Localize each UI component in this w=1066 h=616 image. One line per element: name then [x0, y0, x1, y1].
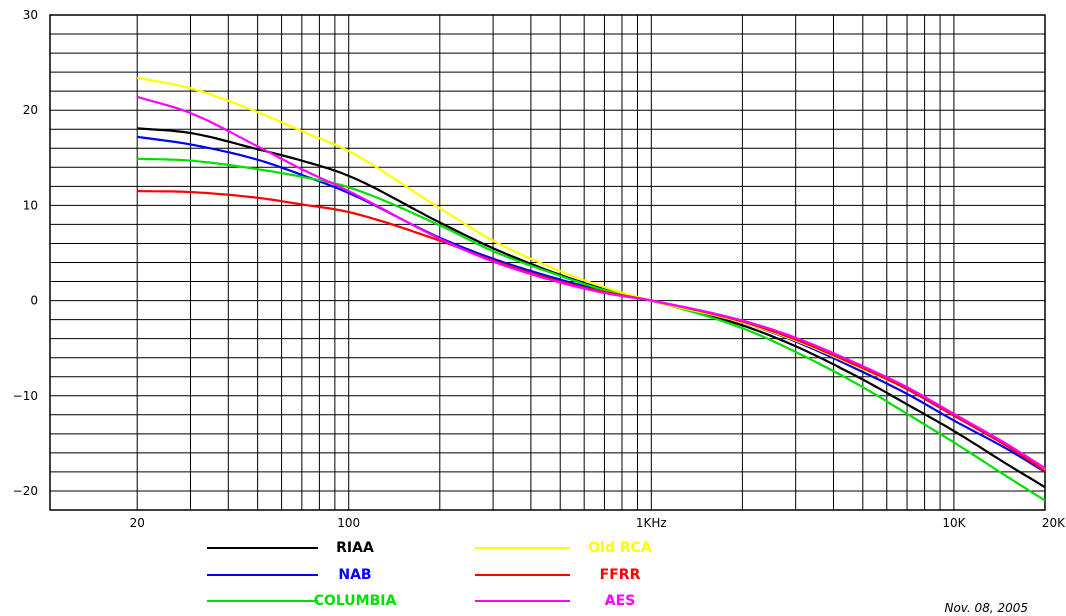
legend-label: NAB [338, 567, 371, 583]
y-tick-label: 0 [30, 294, 38, 308]
date-stamp: Nov. 08, 2005 [944, 601, 1028, 615]
y-tick-label: 10 [23, 198, 38, 212]
legend-item-aes: AES [475, 593, 635, 609]
plot-grid [50, 14, 1046, 511]
y-tick-label: 20 [23, 103, 38, 117]
legend-item-riaa: RIAA [207, 540, 374, 556]
legend-label: AES [605, 593, 635, 609]
legend-item-columbia: COLUMBIA [207, 593, 396, 609]
x-tick-label: 10K [942, 516, 966, 530]
y-tick-label: −20 [13, 484, 38, 498]
legend-item-ffrr: FFRR [475, 567, 641, 583]
x-tick-label: 1KHz [636, 516, 667, 530]
series-line-old-rca [136, 76, 1046, 471]
plot-frame [49, 14, 1046, 511]
legend: RIAA NAB COLUMBIA Old RCA FFRR AES [207, 540, 652, 609]
series-line-nab [137, 135, 1046, 473]
x-tick-label: 20 [130, 516, 145, 530]
series-line-columbia [137, 157, 1046, 502]
series-line-aes [136, 95, 1046, 470]
x-tick-label: 100 [337, 516, 360, 530]
series-line-ffrr [137, 190, 1046, 472]
y-tick-labels: 30 20 10 0 −10 −20 [13, 8, 38, 498]
y-tick-label: 30 [23, 8, 38, 22]
plot-border [49, 14, 1046, 511]
legend-label: Old RCA [588, 540, 652, 556]
x-tick-labels: 20 100 1KHz 10K 20K [130, 516, 1066, 530]
legend-item-nab: NAB [207, 567, 372, 583]
legend-label: RIAA [336, 540, 374, 556]
legend-label: COLUMBIA [314, 593, 397, 609]
legend-label: FFRR [600, 567, 641, 583]
y-tick-label: −10 [13, 389, 38, 403]
series-lines [136, 76, 1046, 502]
x-tick-label: 20K [1042, 516, 1066, 530]
legend-item-old-rca: Old RCA [475, 540, 652, 556]
